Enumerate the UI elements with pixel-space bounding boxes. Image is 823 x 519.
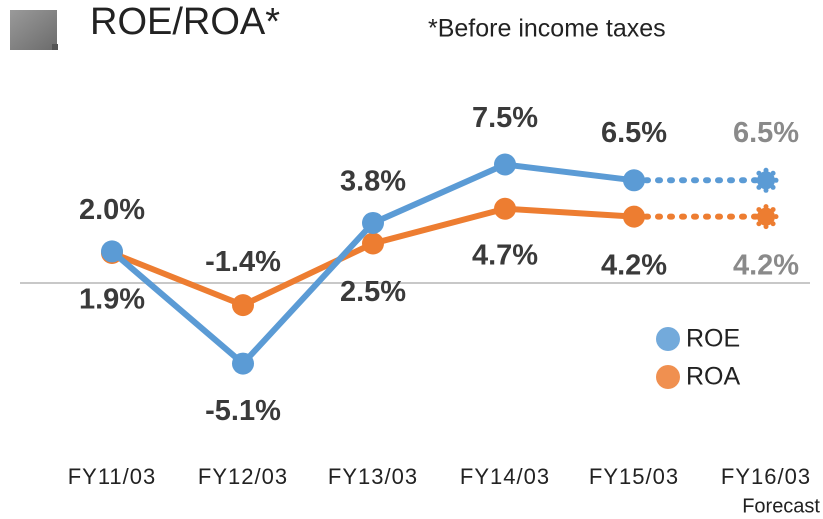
forecast-marker-dot <box>756 170 762 176</box>
chart-title: ROE/ROA* <box>90 1 280 43</box>
data-label: 4.2% <box>601 249 667 281</box>
annotation: Forecast <box>742 495 820 517</box>
x-tick-label: FY12/03 <box>198 464 288 489</box>
data-label: -1.4% <box>205 246 281 278</box>
data-label: 4.7% <box>472 239 538 271</box>
marker <box>232 352 254 375</box>
marker <box>101 240 123 263</box>
forecast-marker-dot <box>763 204 769 210</box>
x-tick-label: FY11/03 <box>68 464 157 489</box>
marker <box>623 169 645 192</box>
marker <box>232 294 254 317</box>
forecast-marker-dot <box>763 187 769 193</box>
marker <box>623 205 645 228</box>
data-label: 7.5% <box>472 102 538 134</box>
marker <box>494 153 516 176</box>
forecast-marker-dot <box>763 167 769 173</box>
x-tick-label: FY16/03 <box>721 464 811 489</box>
forecast-marker-dot <box>770 184 776 190</box>
data-label: 1.9% <box>79 284 145 316</box>
data-label: -5.1% <box>205 395 281 427</box>
data-label: 4.2% <box>733 249 799 281</box>
legend-marker <box>656 365 680 389</box>
forecast-marker <box>757 171 775 190</box>
marker <box>362 211 384 234</box>
forecast-marker-dot <box>770 221 776 227</box>
forecast-marker-dot <box>753 177 759 183</box>
forecast-marker-dot <box>770 170 776 176</box>
data-label: 2.5% <box>340 276 406 308</box>
title-icon <box>10 10 60 50</box>
forecast-marker-dot <box>773 177 779 183</box>
forecast-marker-dot <box>756 207 762 213</box>
x-tick-label: FY13/03 <box>328 464 418 489</box>
data-label: 6.5% <box>733 117 799 149</box>
title-icon-gap <box>57 10 62 50</box>
forecast-marker-dot <box>756 184 762 190</box>
forecast-marker-dot <box>773 214 779 220</box>
legend-marker <box>656 327 680 351</box>
marker <box>494 197 516 220</box>
forecast-marker-dot <box>753 214 759 220</box>
chart-subtitle: *Before income taxes <box>428 15 666 43</box>
x-tick-label: FY14/03 <box>460 464 550 489</box>
marker <box>362 232 384 255</box>
data-label: 3.8% <box>340 166 406 198</box>
legend-label: ROE <box>686 325 740 353</box>
forecast-marker-dot <box>770 207 776 213</box>
legend-label: ROA <box>686 363 741 391</box>
data-label: 6.5% <box>601 117 667 149</box>
title-icon-corner <box>52 44 58 50</box>
forecast-marker <box>757 207 775 226</box>
forecast-marker-dot <box>756 221 762 227</box>
data-label: 2.0% <box>79 194 145 226</box>
x-tick-label: FY15/03 <box>589 464 679 489</box>
forecast-marker-dot <box>763 224 769 230</box>
